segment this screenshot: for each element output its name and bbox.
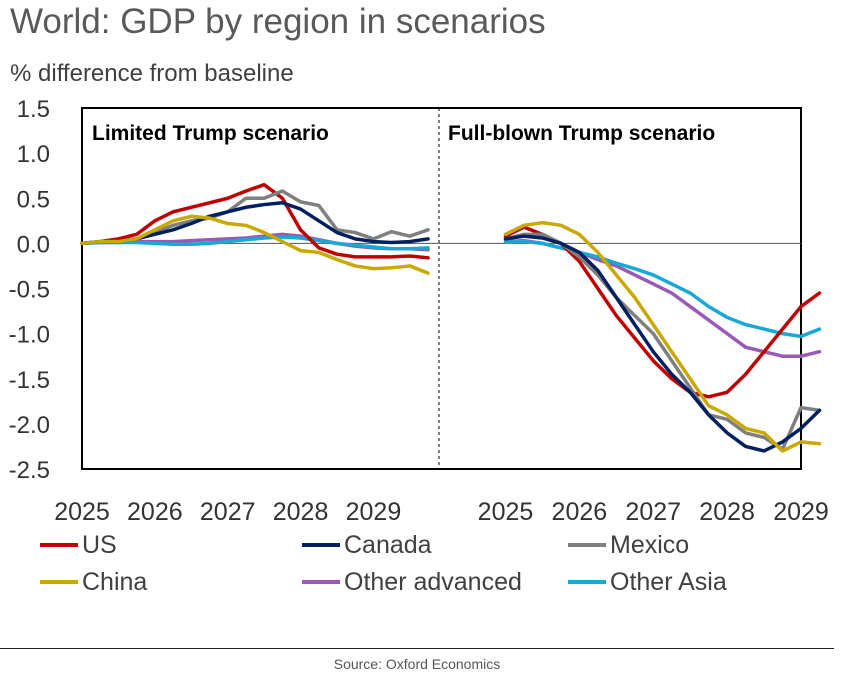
legend-label-other-asia: Other Asia <box>610 567 727 596</box>
chart-legend: US Canada Mexico China Other advanced Ot… <box>40 528 840 608</box>
y-tick-label: -1.0 <box>9 322 50 349</box>
x-tick-label: 2029 <box>773 498 829 520</box>
legend-label-china: China <box>82 567 148 596</box>
series-line-china <box>503 220 822 453</box>
x-tick-label: 2027 <box>625 498 681 520</box>
legend-label-canada: Canada <box>344 530 432 559</box>
x-tick-label: 2027 <box>200 498 256 520</box>
legend-swatch-china <box>40 580 78 584</box>
legend-item-canada: Canada <box>302 528 432 562</box>
gdp-chart: 1.5 1.0 0.5 0.0 -0.5 -1.0 -1.5 -2.0 -2.5 Limited … <box>9 96 829 520</box>
legend-item-mexico: Mexico <box>568 528 689 562</box>
series-line-us <box>503 225 822 399</box>
legend-label-us: US <box>82 530 117 559</box>
x-tick-label: 2025 <box>478 498 534 520</box>
y-tick-label: -2.5 <box>9 457 50 484</box>
y-tick-label: 0.0 <box>17 231 50 258</box>
footer-divider <box>0 648 834 649</box>
legend-item-other-advanced: Other advanced <box>302 565 522 599</box>
series-line-china <box>80 214 430 275</box>
x-tick-label: 2028 <box>699 498 755 520</box>
y-tick-label: 1.5 <box>17 96 50 123</box>
legend-swatch-other-advanced <box>302 580 340 584</box>
series-line-other-asia <box>80 235 430 251</box>
plot-frame <box>81 107 802 470</box>
legend-swatch-mexico <box>568 543 606 547</box>
panel-title: Limited Trump scenario <box>92 122 329 145</box>
y-tick-label: -2.0 <box>9 412 50 439</box>
chart-title: World: GDP by region in scenarios <box>10 2 546 41</box>
series-line-canada <box>503 234 822 453</box>
series-line-other-asia <box>503 239 822 339</box>
legend-item-china: China <box>40 565 147 599</box>
x-tick-label: 2029 <box>346 498 402 520</box>
y-tick-label: -0.5 <box>9 277 50 304</box>
x-tick-label: 2025 <box>54 498 110 520</box>
legend-item-other-asia: Other Asia <box>568 565 727 599</box>
x-tick-label: 2026 <box>127 498 183 520</box>
y-tick-label: 0.5 <box>17 186 50 213</box>
x-tick-label: 2028 <box>273 498 329 520</box>
x-tick-label: 2026 <box>552 498 608 520</box>
series-line-us <box>80 182 430 260</box>
legend-swatch-us <box>40 543 78 547</box>
legend-swatch-other-asia <box>568 580 606 584</box>
y-tick-label: -1.5 <box>9 367 50 394</box>
source-note: Source: Oxford Economics <box>333 656 501 672</box>
legend-label-mexico: Mexico <box>610 530 690 559</box>
chart-subtitle: % difference from baseline <box>10 60 294 87</box>
legend-item-us: US <box>40 528 117 562</box>
panel-title: Full-blown Trump scenario <box>448 122 715 145</box>
legend-swatch-canada <box>302 543 340 547</box>
y-tick-label: 1.0 <box>17 141 50 168</box>
legend-label-other-advanced: Other advanced <box>344 567 522 596</box>
